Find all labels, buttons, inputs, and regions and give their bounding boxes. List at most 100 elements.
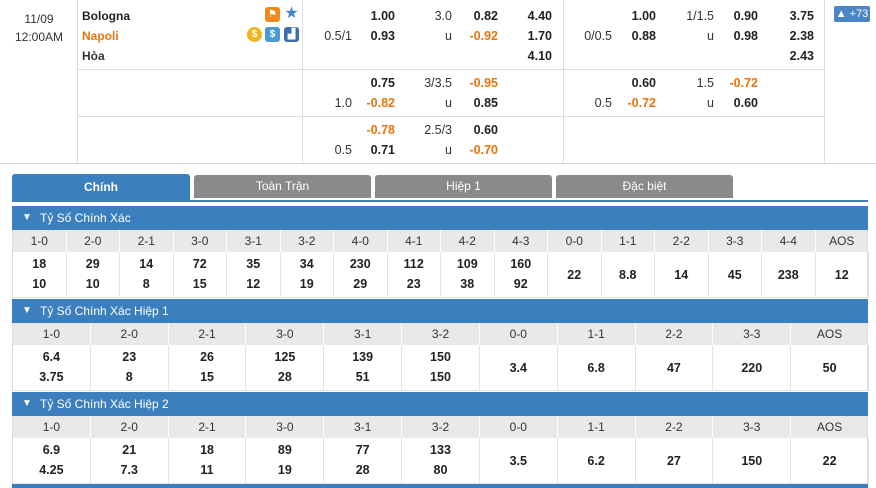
home-score-odds[interactable]: 18 xyxy=(200,443,214,457)
away-score-odds[interactable]: 7.3 xyxy=(120,463,138,477)
over-odds[interactable]: -0.95 xyxy=(469,76,499,90)
draw-score-odds[interactable]: 22 xyxy=(822,454,837,468)
away-score-odds[interactable]: 92 xyxy=(513,277,528,291)
under-odds[interactable]: -0.70 xyxy=(469,143,499,157)
tab-first-half[interactable]: Hiệp 1 xyxy=(375,175,552,198)
home-score-odds[interactable]: 29 xyxy=(85,257,100,271)
home-score-odds[interactable]: 112 xyxy=(403,257,424,271)
score-odds-cell[interactable]: 230 29 xyxy=(334,252,388,298)
home-score-odds[interactable]: 77 xyxy=(355,443,370,457)
coin-icon[interactable]: $ xyxy=(247,27,262,42)
score-odds-cell[interactable]: 3.5 xyxy=(479,438,558,484)
away-score-odds[interactable]: 3.75 xyxy=(39,370,64,384)
score-odds-cell[interactable]: 14 xyxy=(655,252,709,298)
score-odds-cell[interactable]: 22 xyxy=(548,252,602,298)
under-odds[interactable]: -0.92 xyxy=(469,29,499,43)
away-score-odds[interactable]: 28 xyxy=(277,370,292,384)
h1-over-odds[interactable]: -0.72 xyxy=(729,76,759,90)
away-score-odds[interactable]: 15 xyxy=(200,370,214,384)
home-score-odds[interactable]: 34 xyxy=(299,257,314,271)
away-score-odds[interactable]: 15 xyxy=(192,277,207,291)
home-score-odds[interactable]: 35 xyxy=(246,257,261,271)
score-odds-cell[interactable]: 22 xyxy=(791,438,869,484)
h1-over-odds[interactable]: 0.90 xyxy=(733,9,758,23)
draw-score-odds[interactable]: 45 xyxy=(727,268,742,282)
h1-under-odds[interactable]: 0.98 xyxy=(733,29,758,43)
score-odds-cell[interactable]: 14 8 xyxy=(120,252,174,298)
h1-home-win-odds[interactable]: 3.75 xyxy=(789,9,814,23)
score-odds-cell[interactable]: 139 51 xyxy=(324,345,403,391)
away-win-odds[interactable]: 1.70 xyxy=(527,29,552,43)
score-odds-cell[interactable]: 3.4 xyxy=(479,345,558,391)
draw-score-odds[interactable]: 22 xyxy=(567,268,582,282)
home-win-odds[interactable]: 4.40 xyxy=(527,9,552,23)
hdp-away-odds[interactable]: -0.82 xyxy=(366,96,396,110)
home-score-odds[interactable]: 21 xyxy=(122,443,137,457)
score-odds-cell[interactable]: 72 15 xyxy=(173,252,227,298)
score-odds-cell[interactable]: 50 xyxy=(791,345,869,391)
draw-score-odds[interactable]: 27 xyxy=(666,454,681,468)
section-header[interactable]: ▼ Tỷ Số Chính Xác Hiệp 2 xyxy=(12,392,868,416)
away-score-odds[interactable]: 150 xyxy=(430,370,451,384)
away-score-odds[interactable]: 19 xyxy=(299,277,314,291)
draw-odds[interactable]: 4.10 xyxy=(527,49,552,63)
score-odds-cell[interactable]: 220 xyxy=(713,345,792,391)
h1-away-win-odds[interactable]: 2.38 xyxy=(789,29,814,43)
home-score-odds[interactable]: 150 xyxy=(430,350,451,364)
score-odds-cell[interactable]: 89 19 xyxy=(246,438,325,484)
h1-hdp-home-odds[interactable]: 0.60 xyxy=(631,76,656,90)
stats-icon[interactable]: ▟ xyxy=(284,27,299,42)
away-score-odds[interactable]: 8 xyxy=(142,277,150,291)
score-odds-cell[interactable]: 150 150 xyxy=(402,345,480,391)
score-odds-cell[interactable]: 29 10 xyxy=(66,252,120,298)
home-score-odds[interactable]: 139 xyxy=(352,350,374,364)
draw-score-odds[interactable]: 150 xyxy=(741,454,763,468)
draw-score-odds[interactable]: 8.8 xyxy=(619,268,637,282)
h1-under-odds[interactable]: 0.60 xyxy=(733,96,758,110)
home-score-odds[interactable]: 160 xyxy=(510,257,532,271)
score-odds-cell[interactable]: 45 xyxy=(708,252,762,298)
away-score-odds[interactable]: 51 xyxy=(355,370,370,384)
score-odds-cell[interactable]: 109 38 xyxy=(441,252,495,298)
home-score-odds[interactable]: 6.4 xyxy=(42,350,61,364)
score-odds-cell[interactable]: 27 xyxy=(635,438,714,484)
draw-score-odds[interactable]: 47 xyxy=(666,361,681,375)
star-icon[interactable]: ★ xyxy=(284,5,299,22)
score-odds-cell[interactable]: 6.4 3.75 xyxy=(13,345,91,391)
score-odds-cell[interactable]: 8.8 xyxy=(601,252,655,298)
home-score-odds[interactable]: 230 xyxy=(349,257,371,271)
away-score-odds[interactable]: 23 xyxy=(406,277,421,291)
score-odds-cell[interactable]: 77 28 xyxy=(324,438,403,484)
h1-draw-odds[interactable]: 2.43 xyxy=(789,49,814,63)
away-score-odds[interactable]: 19 xyxy=(277,463,292,477)
hdp-home-odds[interactable]: 1.00 xyxy=(370,9,395,23)
draw-score-odds[interactable]: 238 xyxy=(777,268,799,282)
away-score-odds[interactable]: 80 xyxy=(433,463,448,477)
away-score-odds[interactable]: 4.25 xyxy=(39,463,64,477)
draw-score-odds[interactable]: 6.8 xyxy=(587,361,605,375)
hdp-home-odds[interactable]: 0.75 xyxy=(370,76,395,90)
under-odds[interactable]: 0.85 xyxy=(473,96,498,110)
away-score-odds[interactable]: 28 xyxy=(355,463,370,477)
home-score-odds[interactable]: 18 xyxy=(32,257,47,271)
hdp-away-odds[interactable]: 0.93 xyxy=(370,29,395,43)
score-odds-cell[interactable]: 6.9 4.25 xyxy=(13,438,91,484)
home-score-odds[interactable]: 6.9 xyxy=(42,443,61,457)
tab-main[interactable]: Chính xyxy=(12,174,190,202)
away-score-odds[interactable]: 29 xyxy=(353,277,368,291)
h1-hdp-away-odds[interactable]: 0.88 xyxy=(631,29,656,43)
draw-score-odds[interactable]: 12 xyxy=(834,268,849,282)
h1-hdp-home-odds[interactable]: 1.00 xyxy=(631,9,656,23)
away-score-odds[interactable]: 11 xyxy=(200,463,214,477)
draw-score-odds[interactable]: 3.5 xyxy=(509,454,527,468)
home-score-odds[interactable]: 26 xyxy=(200,350,214,364)
score-odds-cell[interactable]: 18 10 xyxy=(13,252,67,298)
home-score-odds[interactable]: 72 xyxy=(192,257,207,271)
draw-score-odds[interactable]: 3.4 xyxy=(509,361,527,375)
draw-score-odds[interactable]: 6.2 xyxy=(587,454,605,468)
section-header[interactable]: ▼ Tỷ Số Chính Xác xyxy=(12,206,868,230)
lineup-icon[interactable]: ⚑ xyxy=(265,7,280,22)
draw-score-odds[interactable]: 220 xyxy=(741,361,763,375)
home-score-odds[interactable]: 109 xyxy=(456,257,478,271)
away-team[interactable]: Napoli xyxy=(82,29,119,43)
